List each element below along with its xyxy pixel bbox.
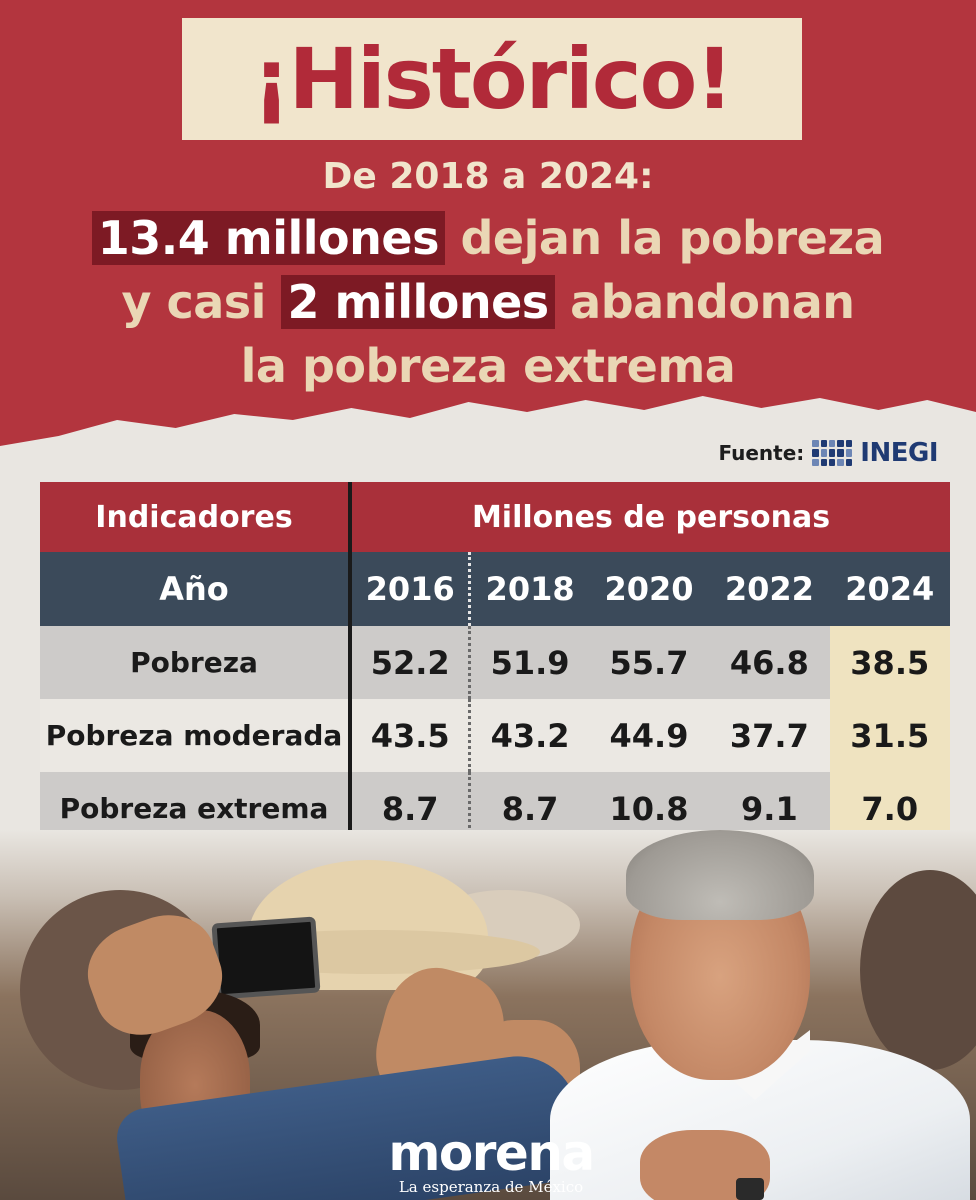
table-cell: 8.7 <box>468 772 588 845</box>
year-2016: 2016 <box>348 552 468 626</box>
row-label: Pobreza moderada <box>45 719 343 752</box>
row-label: Pobreza extrema <box>59 792 329 825</box>
year-2024: 2024 <box>845 570 935 608</box>
table-cell-highlight: 38.5 <box>829 626 950 699</box>
table-row: Pobreza 52.2 51.9 55.7 46.8 38.5 <box>40 626 950 699</box>
source-organization: INEGI <box>860 438 938 468</box>
headline-highlight-2: 2 millones <box>281 275 555 329</box>
table-header-row: Indicadores Millones de personas <box>40 482 950 552</box>
headline-line-3: la pobreza extrema <box>240 339 736 393</box>
headline-text-2a: y casi <box>121 275 282 329</box>
table-cell: 10.8 <box>609 789 689 828</box>
crowd-photo <box>0 830 976 1200</box>
table-row: Pobreza moderada 43.5 43.2 44.9 37.7 31.… <box>40 699 950 772</box>
poverty-table: Indicadores Millones de personas Año 201… <box>40 482 950 845</box>
source-credit: Fuente: INEGI <box>718 438 938 468</box>
crowd-figure <box>860 870 976 1070</box>
headline-text-1: dejan la pobreza <box>444 211 885 265</box>
table-cell: 52.2 <box>348 626 468 699</box>
title-box: ¡Histórico! <box>182 18 802 140</box>
table-cell: 9.1 <box>741 789 798 828</box>
table-cell: 37.7 <box>729 716 809 755</box>
page-title: ¡Histórico! <box>252 30 733 128</box>
headline-line-2: y casi 2 millones abandonan <box>40 270 936 334</box>
headline-highlight-1: 13.4 millones <box>91 211 445 265</box>
year-2018: 2018 <box>468 552 588 626</box>
brand-tagline: La esperanza de México <box>398 1178 584 1196</box>
row-label: Pobreza <box>130 646 258 679</box>
table-cell-highlight: 31.5 <box>829 699 950 772</box>
table-cell: 44.9 <box>609 716 689 755</box>
headline: 13.4 millones dejan la pobreza y casi 2 … <box>40 206 936 398</box>
headline-line-1: 13.4 millones dejan la pobreza <box>40 206 936 270</box>
year-2020: 2020 <box>604 570 694 608</box>
span-header: Millones de personas <box>348 482 950 552</box>
phone-shape <box>211 916 321 1000</box>
indicator-header: Indicadores <box>95 499 293 535</box>
headline-text-2b: abandonan <box>554 275 855 329</box>
watch-shape <box>736 1178 764 1200</box>
table-cell: 43.2 <box>468 699 588 772</box>
year-header-row: Año 2016 2018 2020 2022 2024 <box>40 552 950 626</box>
year-2022: 2022 <box>724 570 814 608</box>
table-cell: 46.8 <box>729 643 809 682</box>
table-cell: 43.5 <box>348 699 468 772</box>
brand-name: morena <box>388 1124 595 1182</box>
header-banner: ¡Histórico! De 2018 a 2024: 13.4 millone… <box>0 0 976 446</box>
subtitle: De 2018 a 2024: <box>322 156 654 197</box>
man-hair <box>626 830 814 920</box>
table-cell: 55.7 <box>609 643 689 682</box>
inegi-logo-icon <box>812 440 853 466</box>
table-cell: 51.9 <box>468 626 588 699</box>
source-label: Fuente: <box>718 441 805 465</box>
morena-logo: morena La esperanza de México <box>386 1128 596 1196</box>
table-cell: 8.7 <box>348 772 468 845</box>
year-header: Año <box>159 570 229 608</box>
